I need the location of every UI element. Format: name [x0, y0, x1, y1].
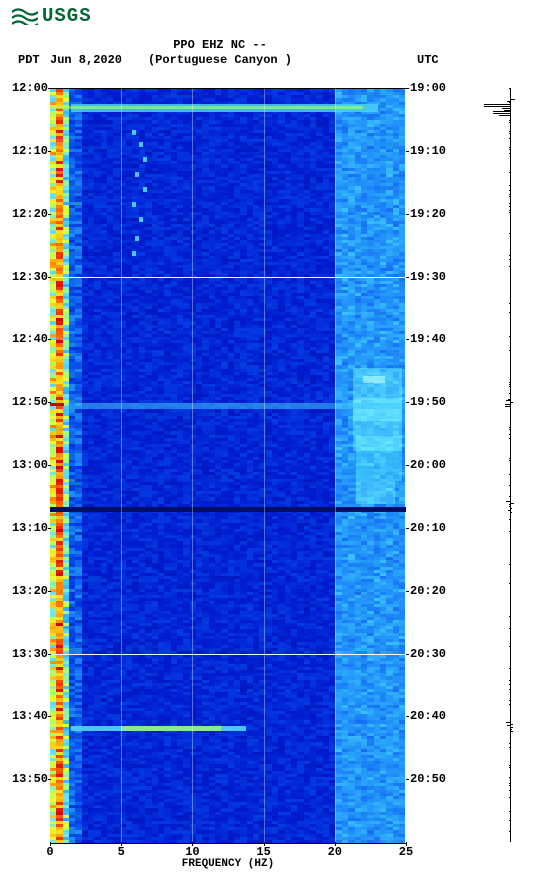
y-left-tick: 13:30: [10, 647, 48, 661]
usgs-logo: USGS: [12, 5, 92, 27]
y-left-tick: 13:50: [10, 772, 48, 786]
y-right-tick: 20:20: [410, 584, 450, 598]
usgs-waves-icon: [12, 7, 38, 25]
usgs-text: USGS: [42, 5, 92, 27]
station-code: PPO EHZ NC --: [0, 38, 440, 52]
y-left-tick: 12:30: [10, 270, 48, 284]
y-right-tick: 20:50: [410, 772, 450, 786]
y-right-tick: 19:20: [410, 207, 450, 221]
y-left-tick: 12:10: [10, 144, 48, 158]
y-right-tick: 19:30: [410, 270, 450, 284]
x-tick: 5: [106, 845, 136, 859]
y-left-tick: 12:20: [10, 207, 48, 221]
x-tick: 25: [391, 845, 421, 859]
spectrogram-plot: [50, 88, 406, 844]
y-left-tick: 13:20: [10, 584, 48, 598]
y-right-tick: 20:30: [410, 647, 450, 661]
y-left-tick: 13:40: [10, 709, 48, 723]
y-left-tick: 12:00: [10, 81, 48, 95]
y-right-tick: 20:40: [410, 709, 450, 723]
y-right-tick: 20:00: [410, 458, 450, 472]
tz-right-label: UTC: [417, 53, 439, 67]
y-right-tick: 20:10: [410, 521, 450, 535]
waveform-trace: [480, 88, 540, 842]
y-right-tick: 19:10: [410, 144, 450, 158]
y-left-tick: 13:00: [10, 458, 48, 472]
x-tick: 15: [249, 845, 279, 859]
y-left-tick: 13:10: [10, 521, 48, 535]
x-tick: 10: [177, 845, 207, 859]
x-tick: 0: [35, 845, 65, 859]
y-right-tick: 19:40: [410, 332, 450, 346]
y-right-tick: 19:00: [410, 81, 450, 95]
x-tick: 20: [320, 845, 350, 859]
y-left-tick: 12:50: [10, 395, 48, 409]
x-axis-label: FREQUENCY (HZ): [50, 858, 406, 870]
tz-left-label: PDT: [18, 53, 40, 67]
date-label: Jun 8,2020: [50, 53, 122, 67]
y-left-tick: 12:40: [10, 332, 48, 346]
y-right-tick: 19:50: [410, 395, 450, 409]
